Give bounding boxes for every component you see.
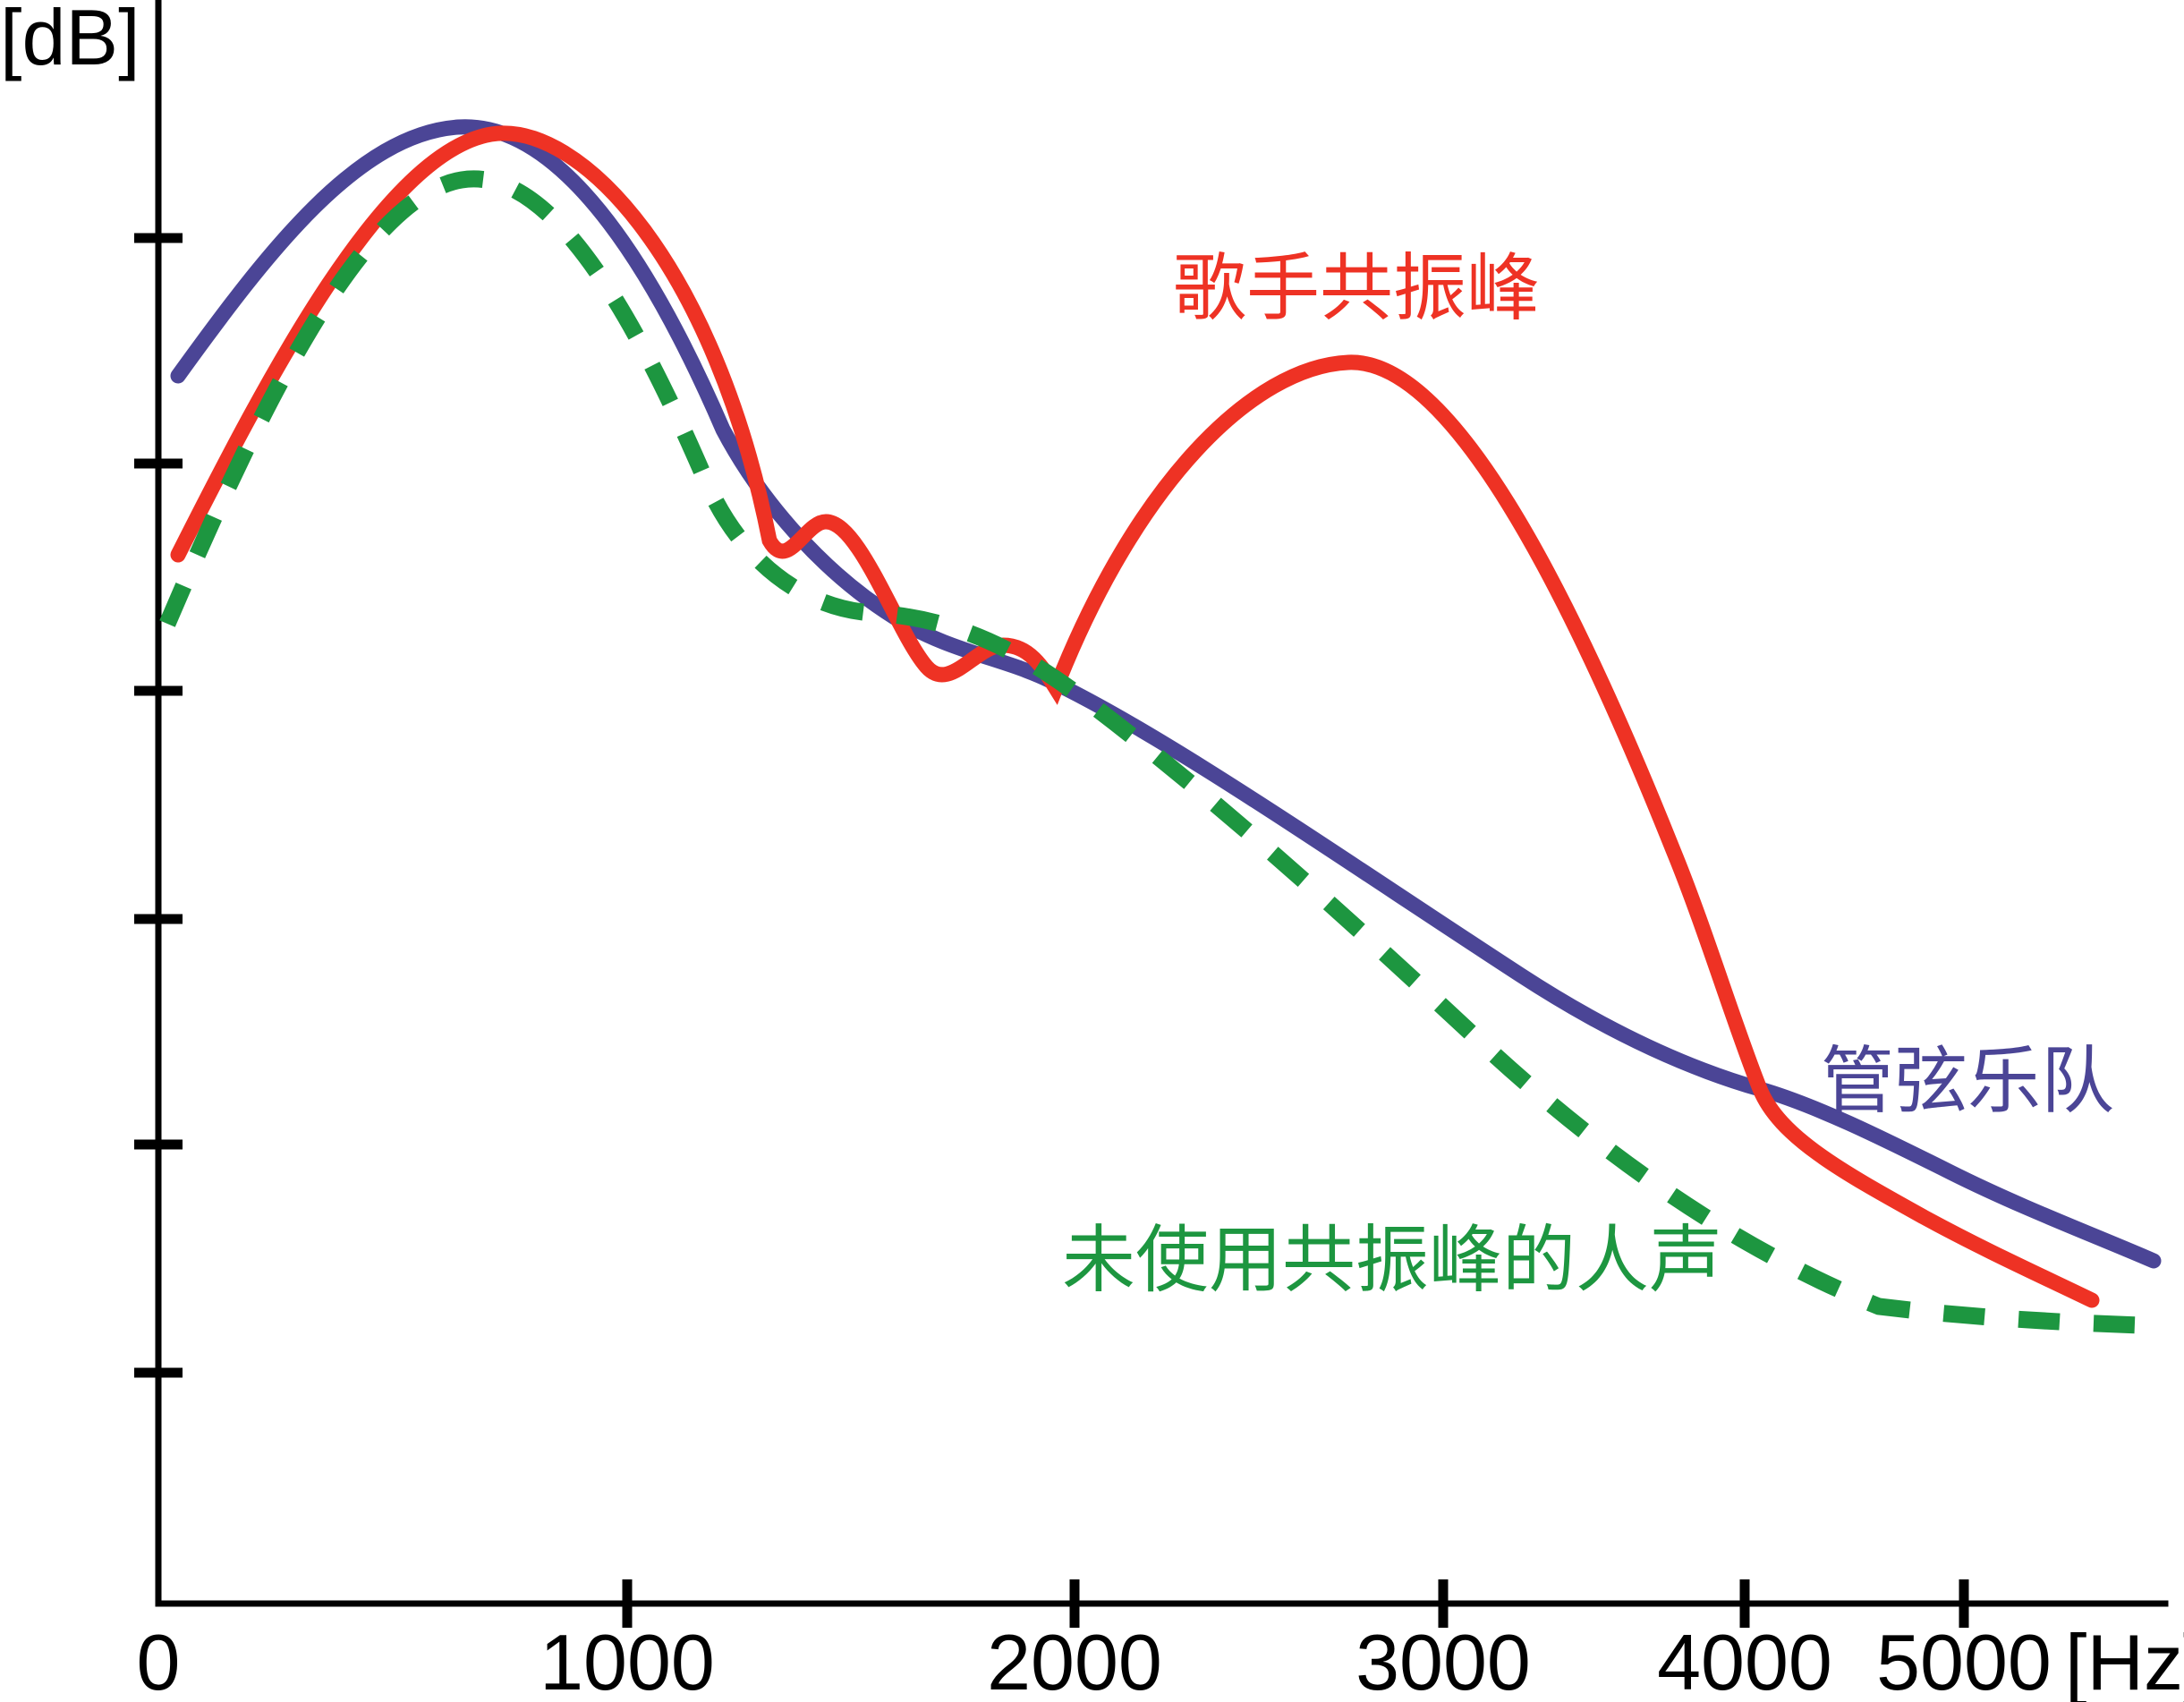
svg-text:1000: 1000 bbox=[540, 1618, 715, 1702]
svg-text:未使用共振峰的人声: 未使用共振峰的人声 bbox=[1062, 1200, 1722, 1306]
svg-text:2000: 2000 bbox=[987, 1618, 1162, 1702]
svg-text:0: 0 bbox=[137, 1618, 181, 1702]
svg-text:3000: 3000 bbox=[1355, 1618, 1531, 1702]
svg-text:管弦乐队: 管弦乐队 bbox=[1821, 1021, 2114, 1128]
svg-text:[dB]: [dB] bbox=[0, 0, 140, 81]
svg-text:4000: 4000 bbox=[1657, 1618, 1832, 1702]
svg-text:歌手共振峰: 歌手共振峰 bbox=[1173, 228, 1540, 335]
svg-text:5000: 5000 bbox=[1876, 1618, 2052, 1702]
svg-text:[Hz]: [Hz] bbox=[2065, 1618, 2184, 1702]
